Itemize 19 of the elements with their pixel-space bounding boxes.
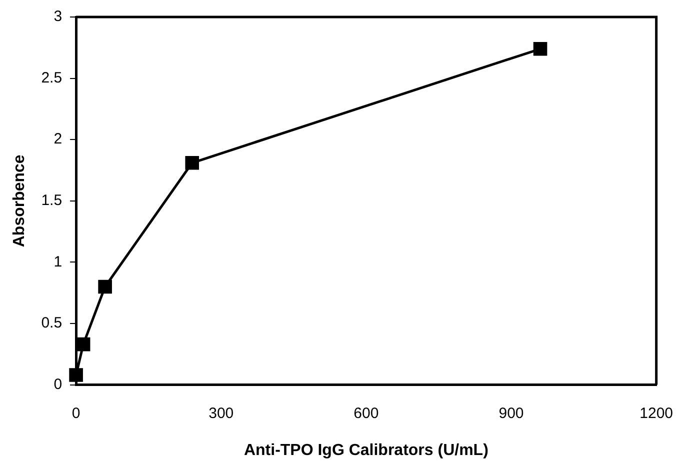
point [185,156,200,170]
y-tick-label: 1.5 [41,192,62,210]
point [98,280,112,294]
point [533,42,548,56]
x-tick-label: 900 [498,404,524,422]
x-axis-title: Anti-TPO IgG Calibrators (U/mL) [244,442,488,459]
x-tick-label: 300 [208,404,234,422]
point [76,337,90,352]
point [69,368,83,382]
y-tick-label: 2.5 [41,69,62,86]
y-tick-label: 1 [54,253,62,270]
x-tick-label: 0 [72,404,80,422]
y-tick-label: 0.5 [41,314,62,332]
x-tick-label: 600 [354,404,379,422]
y-tick-label: 0 [54,376,62,393]
y-tick-label: 3 [54,8,62,26]
y-axis-title: Absorbence [11,154,28,248]
x-tick-label: 1200 [640,404,674,422]
y-tick-label: 2 [54,130,62,148]
